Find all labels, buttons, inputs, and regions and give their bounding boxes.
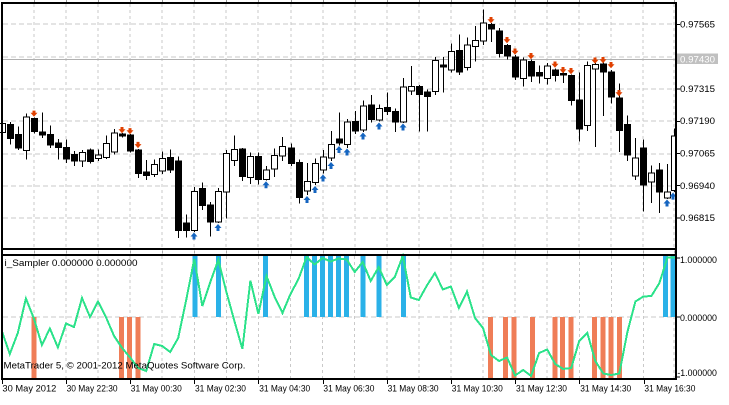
svg-text:-1.000000: -1.000000 <box>677 368 717 378</box>
svg-text:0.000000: 0.000000 <box>680 313 717 323</box>
svg-text:0.97190: 0.97190 <box>680 116 715 126</box>
svg-text:i_Sampler 0.000000 0.000000: i_Sampler 0.000000 0.000000 <box>5 258 138 268</box>
svg-text:0.97430: 0.97430 <box>680 55 715 65</box>
svg-text:31 May 10:30: 31 May 10:30 <box>452 383 503 393</box>
svg-text:31 May 00:30: 31 May 00:30 <box>131 383 182 393</box>
svg-text:0.96940: 0.96940 <box>680 181 715 191</box>
svg-text:0.97315: 0.97315 <box>680 84 715 94</box>
svg-text:31 May 12:30: 31 May 12:30 <box>516 383 567 393</box>
svg-text:0.96815: 0.96815 <box>680 213 715 223</box>
svg-text:31 May 02:30: 31 May 02:30 <box>195 383 246 393</box>
svg-text:MetaTrader 5, © 2001-2012 Meta: MetaTrader 5, © 2001-2012 MetaQuotes Sof… <box>4 361 246 371</box>
svg-text:30 May 2012: 30 May 2012 <box>2 383 56 393</box>
svg-text:1.000000: 1.000000 <box>680 255 717 265</box>
svg-text:31 May 14:30: 31 May 14:30 <box>580 383 631 393</box>
svg-text:31 May 08:30: 31 May 08:30 <box>388 383 439 393</box>
svg-text:30 May 22:30: 30 May 22:30 <box>67 383 118 393</box>
svg-text:31 May 16:30: 31 May 16:30 <box>644 383 695 393</box>
svg-text:0.97065: 0.97065 <box>680 149 715 159</box>
svg-text:31 May 04:30: 31 May 04:30 <box>259 383 310 393</box>
svg-text:31 May 06:30: 31 May 06:30 <box>323 383 374 393</box>
svg-text:0.97565: 0.97565 <box>680 20 715 30</box>
